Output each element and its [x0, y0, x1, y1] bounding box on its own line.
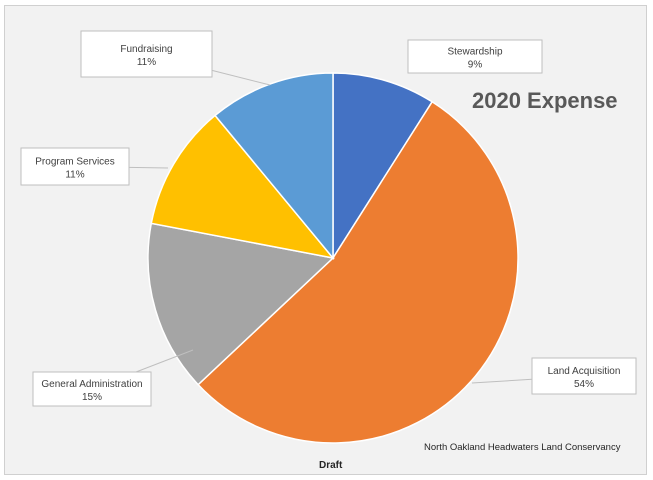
callout-fundraising: Fundraising 11%	[80, 30, 213, 78]
callout-land-acquisition: Land Acquisition 54%	[531, 357, 637, 395]
slice-percent-label: 11%	[137, 57, 156, 68]
slice-label: Land Acquisition	[548, 366, 621, 377]
draft-label: Draft	[319, 460, 343, 471]
data-label-callouts: Stewardship 9% Land Acquisition 54% General …	[20, 30, 637, 407]
organization-name: North Oakland Headwaters Land Conservanc…	[424, 442, 621, 453]
chart-title: 2020 Expense	[472, 88, 618, 113]
slice-label: General Administration	[41, 379, 142, 390]
pie-slice-stewardship	[332, 72, 434, 261]
slice-label: Program Services	[35, 157, 114, 168]
slice-percent-label: 9%	[468, 60, 483, 71]
callout-box	[531, 357, 637, 395]
pie-slice-general-administration	[147, 222, 335, 386]
callout-program-services: Program Services 11%	[20, 147, 130, 186]
slice-label: Fundraising	[120, 44, 172, 55]
leader-line-general-administration	[135, 349, 194, 373]
leader-line-program-services	[128, 166, 169, 169]
slice-percent-label: 11%	[65, 170, 84, 181]
pie-slice-program-services	[150, 114, 335, 260]
callout-box	[20, 147, 130, 186]
pie-slice-fundraising	[214, 72, 334, 261]
slice-percent-label: 54%	[574, 379, 594, 390]
callout-stewardship: Stewardship 9%	[407, 39, 543, 74]
leader-line-land-acquisition	[471, 378, 533, 384]
leader-line-fundraising	[211, 69, 271, 86]
slice-percent-label: 15%	[82, 392, 102, 403]
pie-slice-land-acquisition	[197, 100, 519, 444]
callout-general-administration: General Administration 15%	[32, 371, 152, 407]
callout-box	[80, 30, 213, 78]
callout-box	[32, 371, 152, 407]
pie-slices	[147, 72, 519, 444]
callout-box	[407, 39, 543, 74]
slice-label: Stewardship	[447, 47, 502, 58]
